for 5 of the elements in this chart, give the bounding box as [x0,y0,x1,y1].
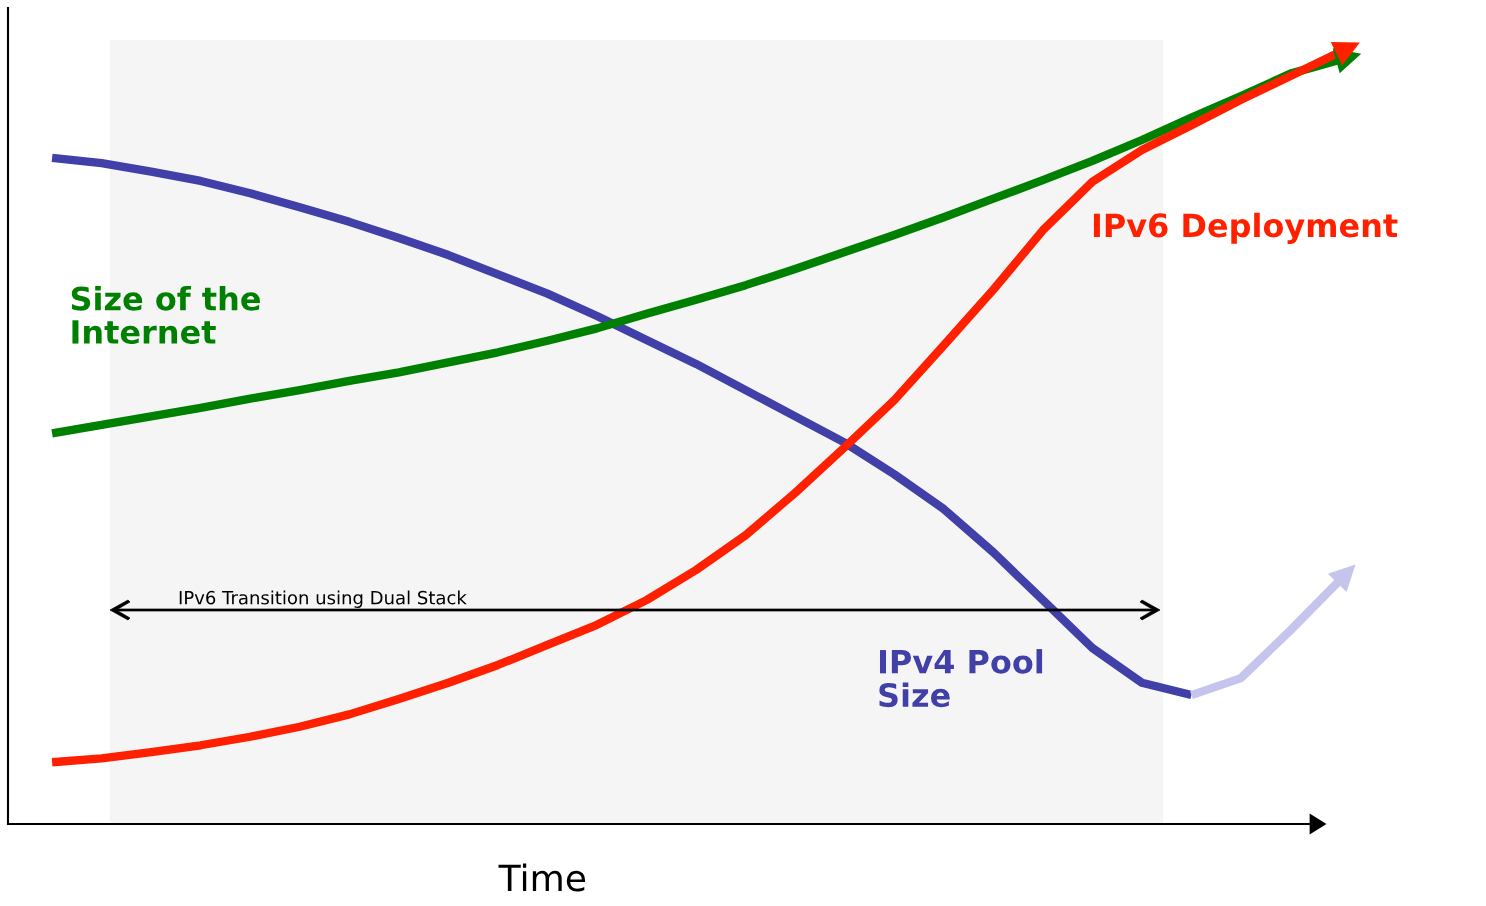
x-axis-title: Time [498,863,586,892]
series-label: IPv6 Deployment [1093,212,1398,244]
series-label: Size of the Internet [71,285,260,345]
series-label: IPv4 Pool Size [879,649,1043,708]
annotation: IPv6 Transition using Dual Stack [179,590,467,608]
